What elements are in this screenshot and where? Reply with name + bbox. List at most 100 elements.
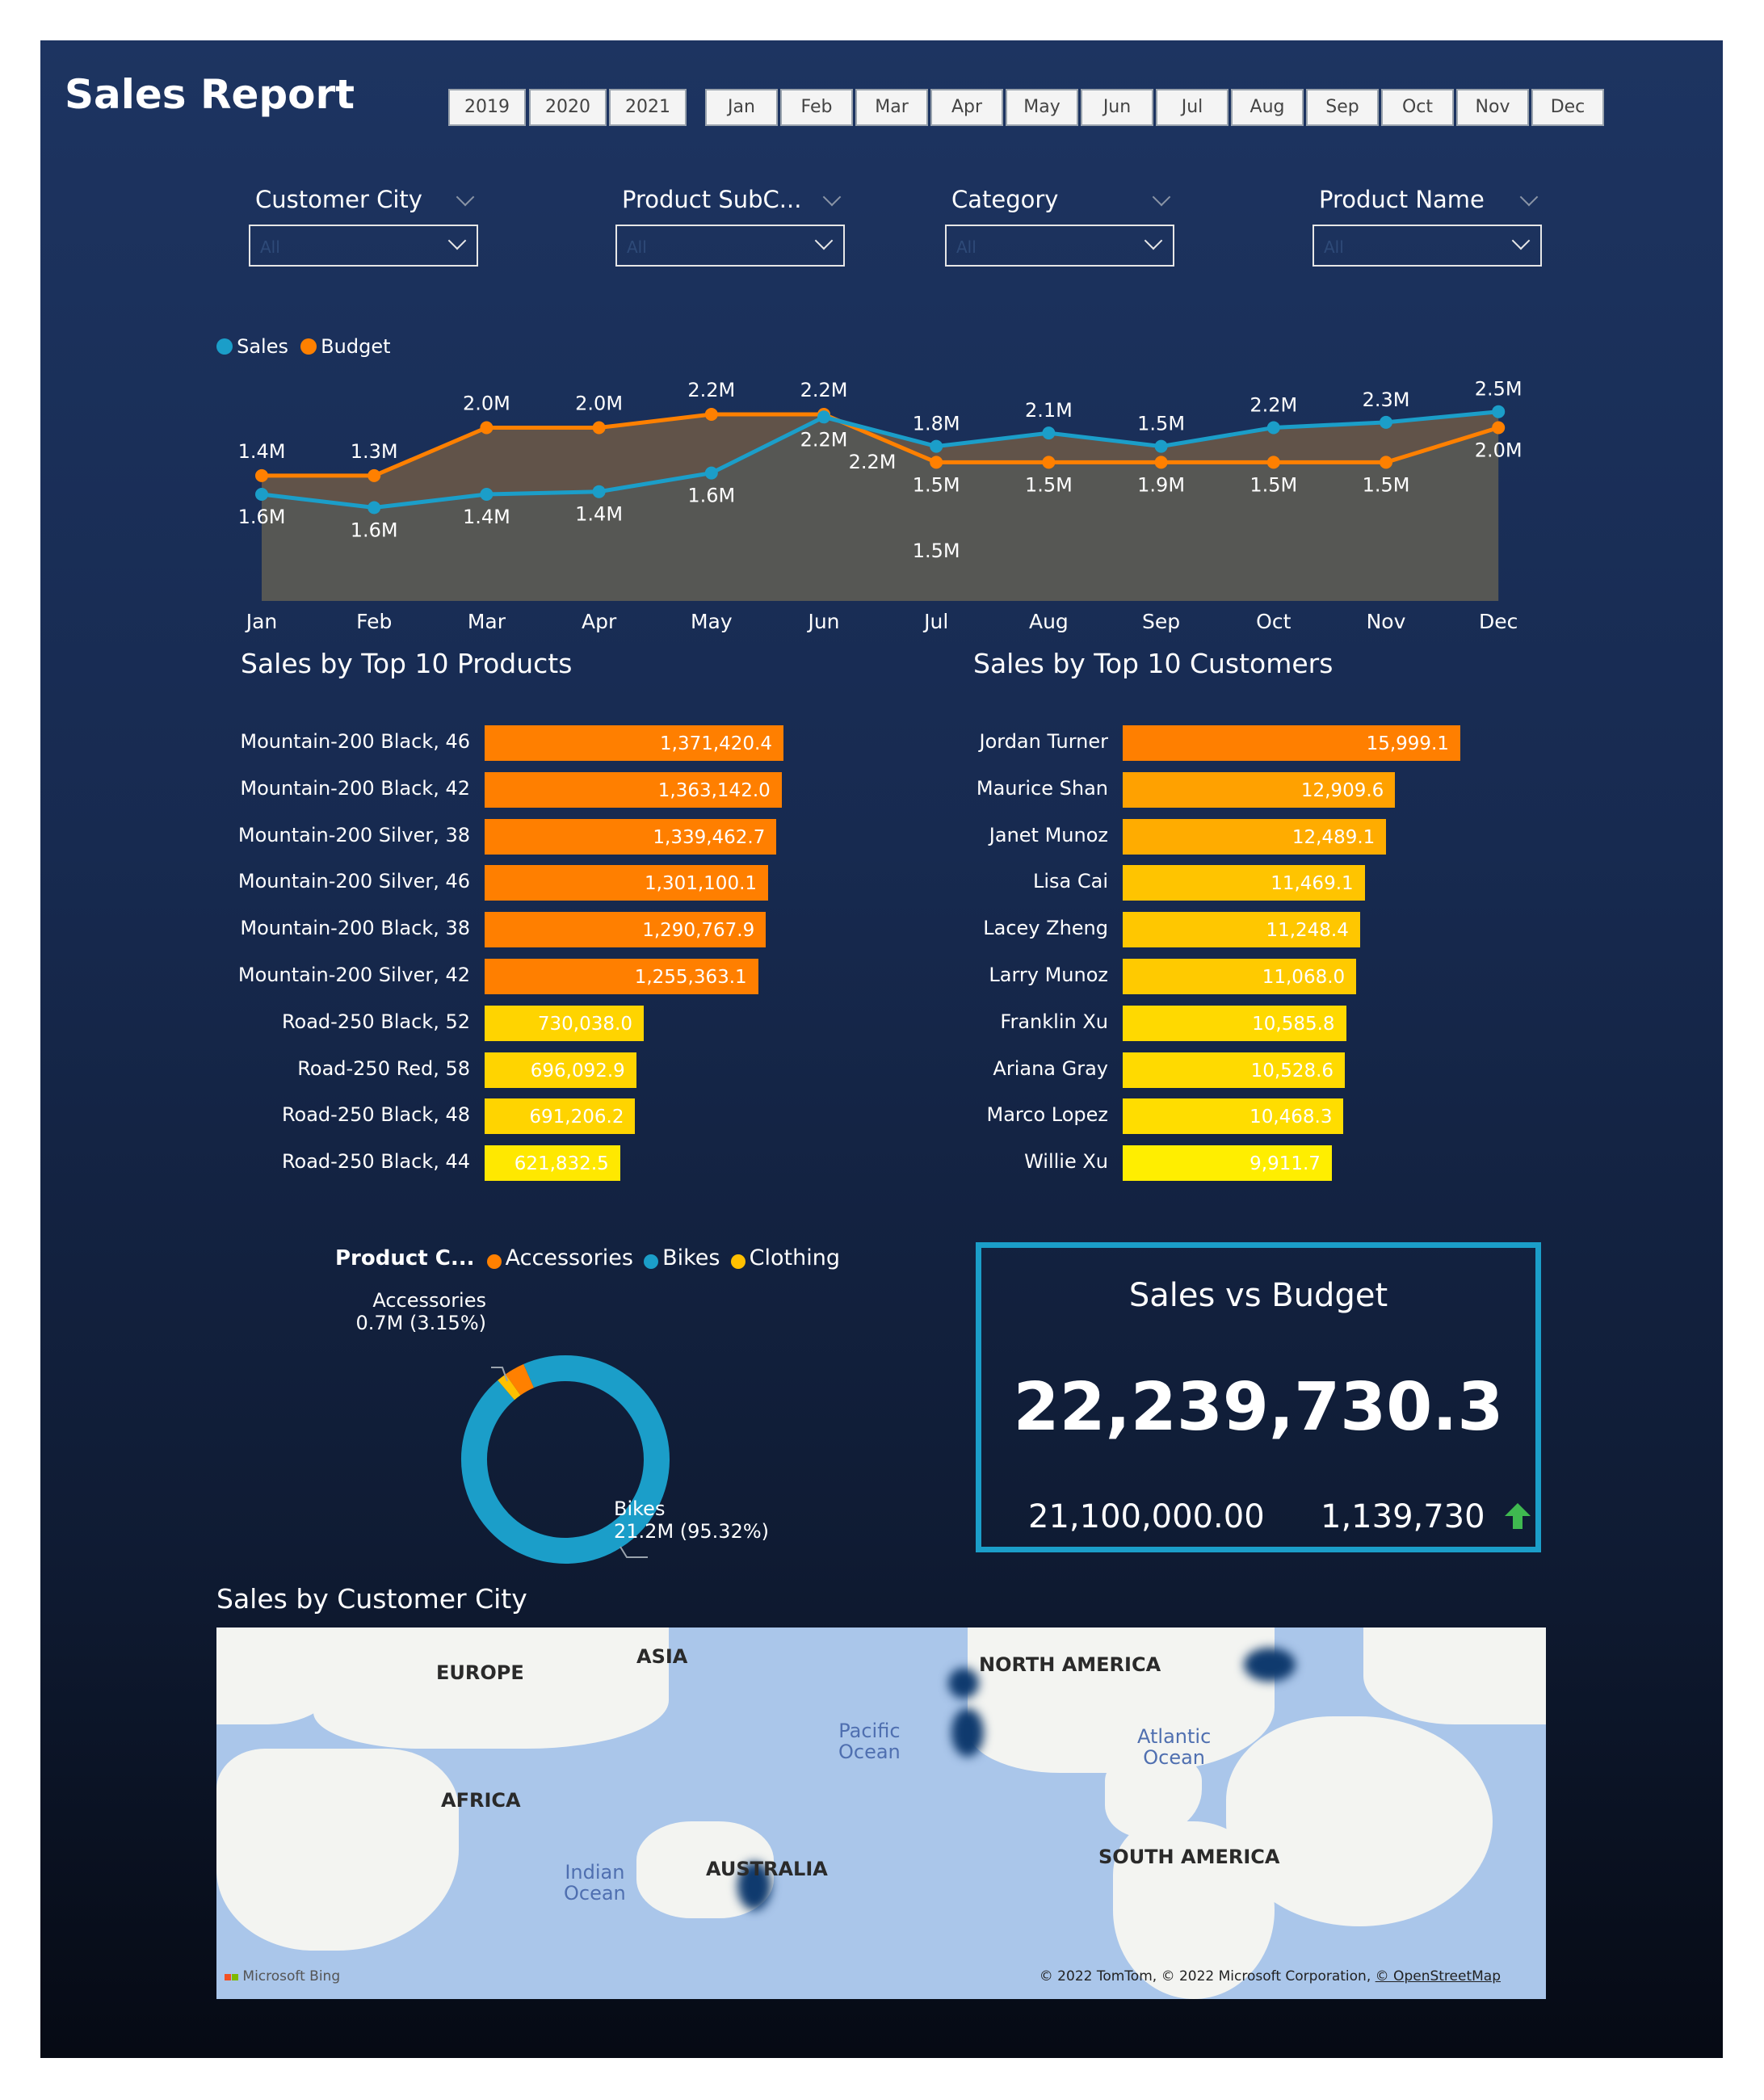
sales-data-label: 2.1M [1025,399,1073,422]
month-button[interactable]: Mar [855,89,928,126]
year-button[interactable]: 2019 [448,89,526,126]
sales-data-label: 1.6M [238,506,286,528]
bar[interactable]: 621,832.5 [485,1145,620,1182]
budget-data-label: 2.0M [463,393,510,415]
bar-category-label: Mountain-200 Black, 38 [240,917,470,940]
filter-dropdown[interactable]: All [249,225,478,267]
donut-label-bikes: Bikes 21.2M (95.32%) [614,1497,769,1543]
bar[interactable]: 10,585.8 [1123,1005,1346,1041]
category-donut-chart [461,1355,670,1564]
x-axis-tick-label: Nov [1367,610,1406,633]
budget-data-label: 1.5M [1363,473,1410,496]
bar-category-label: Mountain-200 Black, 42 [240,776,470,800]
map-label-africa: AFRICA [441,1789,521,1812]
map-bubble[interactable] [948,1668,979,1699]
bar[interactable]: 1,255,363.1 [485,959,758,994]
month-button[interactable]: Aug [1231,89,1304,126]
bar[interactable]: 1,301,100.1 [485,865,769,901]
bar-category-label: Janet Munoz [989,823,1108,846]
land-africa-east [1226,1716,1493,1926]
bing-logo: Microsoft Bing [225,1968,340,1984]
bar[interactable]: 691,206.2 [485,1098,636,1135]
budget-data-label: 2.2M [687,379,735,401]
bar[interactable]: 10,528.6 [1123,1052,1346,1088]
month-button[interactable]: Jun [1081,89,1153,126]
bar[interactable]: 11,469.1 [1123,865,1365,901]
bar-value-label: 10,468.3 [1250,1107,1333,1128]
map-label-north-america: NORTH AMERICA [979,1653,1161,1676]
year-button[interactable]: 2020 [529,89,607,126]
bar-category-label: Mountain-200 Silver, 42 [237,964,470,986]
month-button[interactable]: Sep [1306,89,1379,126]
sales-data-label: 1.6M [687,485,735,507]
customer-city-map[interactable]: EUROPE ASIA NORTH AMERICA AFRICA AUSTRAL… [216,1628,1546,1999]
x-axis-tick-label: Aug [1029,610,1069,633]
kpi-title: Sales vs Budget [1128,1277,1388,1314]
sales-data-label: 2.3M [1363,388,1410,411]
filter-label: Product Name [1319,186,1485,213]
bar[interactable]: 10,468.3 [1123,1098,1344,1135]
bar-value-label: 691,206.2 [529,1107,624,1128]
map-label-pacific: Pacific Ocean [838,1720,901,1763]
map-attribution: © 2022 TomTom, © 2022 Microsoft Corporat… [1040,1968,1501,1984]
budget-data-label: 1.3M [351,440,398,463]
bar[interactable]: 15,999.1 [1123,725,1460,761]
sales-vs-budget-card: Sales vs Budget 22,239,730.3 21,100,000.… [976,1242,1541,1552]
month-button[interactable]: Apr [930,89,1003,126]
bar[interactable]: 11,068.0 [1123,959,1357,994]
month-button[interactable]: Jan [705,89,778,126]
bar[interactable]: 1,339,462.7 [485,818,777,855]
bar[interactable]: 730,038.0 [485,1005,644,1041]
budget-point [592,421,606,435]
legend-bikes-dot [643,1254,658,1269]
month-button[interactable]: Nov [1456,89,1529,126]
openstreetmap-link[interactable]: © OpenStreetMap [1375,1968,1501,1984]
x-axis-tick-label: Apr [582,610,617,633]
x-axis-tick-label: Sep [1142,610,1180,633]
filter-dropdown[interactable]: All [945,225,1174,267]
sales-data-label: 2.5M [1475,378,1522,401]
donut-slice-bikes[interactable] [461,1355,670,1564]
legend-sales-dot [216,338,233,355]
bar-value-label: 621,832.5 [514,1153,609,1175]
month-button[interactable]: Jul [1156,89,1228,126]
donut-slice-clothing[interactable] [498,1374,521,1401]
month-button[interactable]: May [1006,89,1078,126]
bar-value-label: 12,909.6 [1300,779,1384,801]
bar-category-label: Mountain-200 Silver, 46 [237,870,470,893]
bar-value-label: 1,371,420.4 [660,733,772,754]
sales-point [1154,439,1168,453]
map-bubble[interactable] [951,1708,984,1757]
bar[interactable]: 1,363,142.0 [485,771,782,808]
budget-data-label: 1.5M [1250,473,1297,496]
bar-value-label: 1,301,100.1 [645,873,758,895]
map-bubble[interactable] [737,1862,771,1910]
filter-dropdown[interactable]: All [1312,225,1542,267]
filter-dropdown[interactable]: All [615,225,845,267]
bar-category-label: Jordan Turner [979,730,1108,753]
legend-sales-label: Sales [237,335,288,358]
bar[interactable]: 12,489.1 [1123,818,1387,855]
legend-accessories-label: Accessories [505,1245,633,1270]
map-label-atlantic: Atlantic Ocean [1137,1725,1212,1769]
bar-value-label: 11,469.1 [1270,873,1354,895]
budget-data-label: 2.0M [575,393,623,415]
month-button[interactable]: Oct [1381,89,1454,126]
kpi-variance: 1,139,730 [1321,1498,1534,1535]
budget-line [262,412,1499,478]
bar[interactable]: 1,371,420.4 [485,725,783,761]
donut-slice-accessories[interactable] [506,1363,535,1396]
bar[interactable]: 12,909.6 [1123,771,1396,808]
year-button[interactable]: 2021 [609,89,687,126]
bar[interactable]: 9,911.7 [1123,1145,1332,1182]
map-bubble[interactable] [1244,1648,1296,1682]
month-button[interactable]: Feb [780,89,853,126]
bar[interactable]: 11,248.4 [1123,912,1360,948]
map-attribution-text: © 2022 TomTom, © 2022 Microsoft Corporat… [1039,1968,1371,1984]
budget-point [704,408,718,421]
budget-point [255,468,268,482]
month-button[interactable]: Dec [1531,89,1604,126]
bar[interactable]: 696,092.9 [485,1052,636,1088]
sales-point [1492,405,1506,418]
bar[interactable]: 1,290,767.9 [485,912,766,948]
